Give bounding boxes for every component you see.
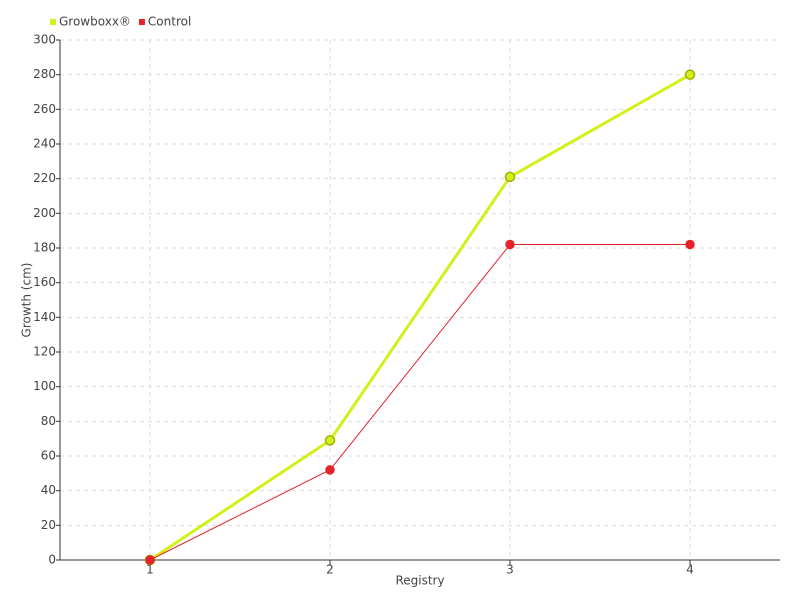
x-tick-label: 1 (146, 563, 154, 577)
y-tick-label: 120 (33, 345, 56, 359)
y-tick-label: 280 (33, 67, 56, 81)
x-tick-label: 2 (326, 563, 334, 577)
x-tick-label: 4 (686, 563, 694, 577)
legend-swatch (50, 19, 56, 25)
y-tick-label: 60 (41, 449, 56, 463)
y-tick-label: 300 (33, 33, 56, 47)
y-tick-label: 100 (33, 379, 56, 393)
data-point (145, 555, 155, 565)
data-point (505, 239, 515, 250)
data-point (324, 435, 336, 446)
data-point (684, 69, 696, 80)
y-tick-label: 180 (33, 241, 56, 255)
y-tick-label: 160 (33, 275, 56, 289)
y-tick-label: 20 (41, 518, 56, 532)
y-tick-label: 40 (41, 483, 56, 497)
y-axis-label: Growth (cm) (20, 263, 34, 338)
y-tick-label: 240 (33, 137, 56, 151)
y-tick-label: 0 (48, 553, 56, 567)
y-tick-label: 80 (41, 414, 56, 428)
data-point (504, 171, 516, 183)
series-line (149, 244, 690, 561)
x-tick-label: 3 (506, 563, 514, 577)
series-line (149, 73, 691, 562)
y-tick-label: 200 (33, 206, 56, 220)
legend-label: Control (148, 15, 191, 29)
y-tick-label: 260 (33, 102, 56, 116)
data-point (685, 239, 695, 250)
y-tick-label: 140 (33, 310, 56, 324)
y-tick-label: 220 (33, 171, 56, 185)
legend-label: Growboxx® (59, 15, 131, 29)
legend-swatch (138, 19, 145, 25)
x-axis-label: Registry (395, 574, 444, 588)
data-point (325, 465, 335, 475)
